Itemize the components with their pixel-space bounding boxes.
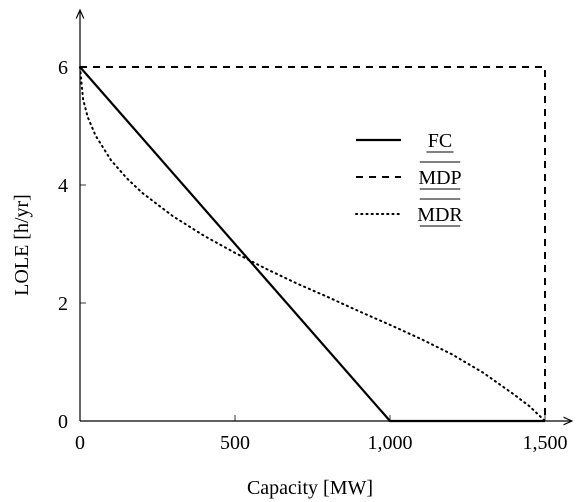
legend-label-fc: FC — [428, 130, 452, 152]
y-axis-label: LOLE [h/yr] — [11, 194, 33, 296]
y-tick-label: 2 — [58, 293, 68, 315]
series-line-mdr — [79, 66, 546, 422]
x-tick-label: 0 — [75, 432, 85, 454]
x-tick-label: 1,500 — [523, 432, 568, 454]
series-line-fc — [79, 66, 545, 423]
ticks: 0 500 1,000 1,500 0 2 4 6 — [58, 57, 568, 454]
legend-label-mdr: MDR — [417, 204, 463, 226]
series-line-mdp — [80, 66, 546, 421]
legend: FC MDP MDR — [355, 130, 463, 227]
x-tick-label: 1,000 — [368, 432, 413, 454]
legend-label-mdp: MDP — [418, 167, 461, 189]
y-tick-label: 0 — [58, 411, 68, 433]
plot-area — [79, 66, 546, 423]
x-tick-label: 500 — [220, 432, 250, 454]
y-tick-label: 4 — [58, 175, 68, 197]
y-tick-label: 6 — [58, 57, 68, 79]
x-axis-label: Capacity [MW] — [247, 477, 373, 499]
axes — [80, 10, 572, 421]
